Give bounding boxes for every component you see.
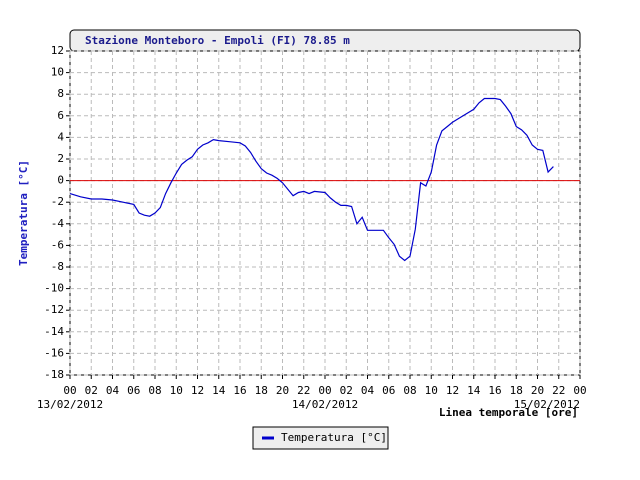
x-axis-label: Linea temporale [ore] bbox=[439, 406, 578, 419]
date-label: 13/02/2012 bbox=[37, 398, 103, 411]
y-tick-label: 12 bbox=[51, 44, 64, 57]
y-tick-label: 6 bbox=[57, 109, 64, 122]
y-tick-label: 0 bbox=[57, 174, 64, 187]
date-label: 14/02/2012 bbox=[292, 398, 358, 411]
y-axis-label: Temperatura [°C] bbox=[17, 160, 30, 266]
x-tick-label: 00 bbox=[573, 384, 586, 397]
x-tick-label: 18 bbox=[255, 384, 268, 397]
x-tick-label: 18 bbox=[510, 384, 523, 397]
x-tick-label: 14 bbox=[467, 384, 481, 397]
x-tick-label: 16 bbox=[488, 384, 501, 397]
y-tick-label: -14 bbox=[44, 325, 64, 338]
x-tick-label: 20 bbox=[531, 384, 544, 397]
legend-label: Temperatura [°C] bbox=[281, 431, 387, 444]
x-tick-label: 12 bbox=[191, 384, 204, 397]
x-tick-label: 02 bbox=[340, 384, 353, 397]
y-tick-label: -16 bbox=[44, 346, 64, 359]
y-tick-label: -10 bbox=[44, 282, 64, 295]
y-tick-label: -18 bbox=[44, 368, 64, 381]
x-tick-label: 06 bbox=[127, 384, 140, 397]
y-tick-label: -12 bbox=[44, 303, 64, 316]
y-tick-label: -2 bbox=[51, 195, 64, 208]
x-tick-label: 22 bbox=[297, 384, 310, 397]
x-tick-label: 08 bbox=[148, 384, 161, 397]
y-tick-label: -4 bbox=[51, 217, 65, 230]
y-tick-label: -8 bbox=[51, 260, 64, 273]
x-tick-label: 08 bbox=[403, 384, 416, 397]
x-tick-label: 12 bbox=[446, 384, 459, 397]
date-label: 15/02/2012 bbox=[514, 398, 580, 411]
y-tick-label: 8 bbox=[57, 87, 64, 100]
y-tick-label: 2 bbox=[57, 152, 64, 165]
x-tick-label: 20 bbox=[276, 384, 289, 397]
x-tick-label: 04 bbox=[106, 384, 120, 397]
y-tick-label: 10 bbox=[51, 66, 64, 79]
x-tick-label: 16 bbox=[233, 384, 246, 397]
y-tick-label: 4 bbox=[57, 130, 64, 143]
x-tick-label: 00 bbox=[318, 384, 331, 397]
x-tick-label: 10 bbox=[170, 384, 183, 397]
x-tick-label: 00 bbox=[63, 384, 76, 397]
x-tick-label: 02 bbox=[85, 384, 98, 397]
x-tick-label: 06 bbox=[382, 384, 395, 397]
legend bbox=[252, 426, 389, 450]
x-tick-label: 10 bbox=[425, 384, 438, 397]
x-tick-label: 22 bbox=[552, 384, 565, 397]
temperature-line bbox=[69, 97, 554, 262]
chart-title: Stazione Monteboro - Empoli (FI) 78.85 m bbox=[85, 34, 350, 47]
x-tick-label: 04 bbox=[361, 384, 375, 397]
y-tick-label: -6 bbox=[51, 238, 64, 251]
x-tick-label: 14 bbox=[212, 384, 226, 397]
